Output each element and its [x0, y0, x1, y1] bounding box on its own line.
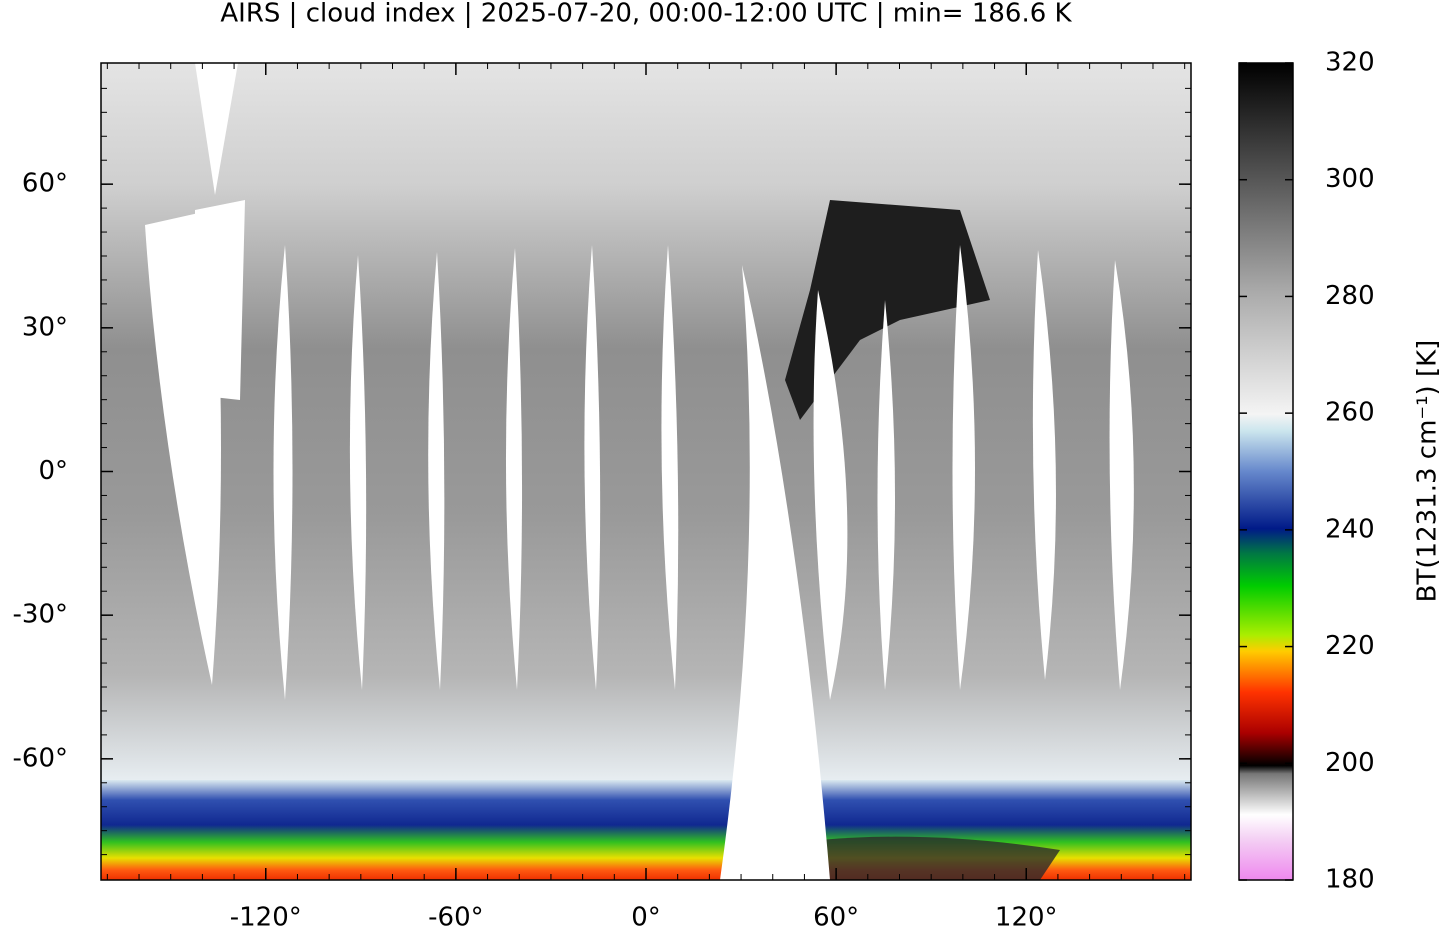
colorbar-tick-label: 220: [1325, 631, 1375, 661]
map-image: [101, 63, 1191, 880]
y-tick-label: 60°: [22, 169, 68, 199]
y-tick-label: 30°: [22, 312, 68, 342]
colorbar-tick-label: 240: [1325, 514, 1375, 544]
y-tick-label: -60°: [13, 743, 68, 773]
colorbar-tick-label: 200: [1325, 748, 1375, 778]
x-tick-label: 60°: [813, 903, 859, 931]
y-tick-label: -30°: [13, 600, 68, 630]
colorbar-label: BT(1231.3 cm⁻¹) [K]: [1413, 340, 1442, 603]
x-tick-label: 120°: [995, 903, 1058, 931]
x-tick-label: -120°: [230, 903, 302, 931]
colorbar-tick-label: 260: [1325, 398, 1375, 428]
colorbar-tick-label: 300: [1325, 164, 1375, 194]
colorbar: [1239, 63, 1293, 880]
x-tick-label: -60°: [428, 903, 483, 931]
map-background: [101, 63, 1191, 880]
colorbar-tick-label: 320: [1325, 48, 1375, 78]
colorbar-tick-label: 180: [1325, 865, 1375, 895]
y-tick-label: 0°: [38, 456, 68, 486]
colorbar-tick-label: 280: [1325, 281, 1375, 311]
title: AIRS | cloud index | 2025-07-20, 00:00-1…: [220, 0, 1072, 29]
x-tick-label: 0°: [631, 903, 661, 931]
